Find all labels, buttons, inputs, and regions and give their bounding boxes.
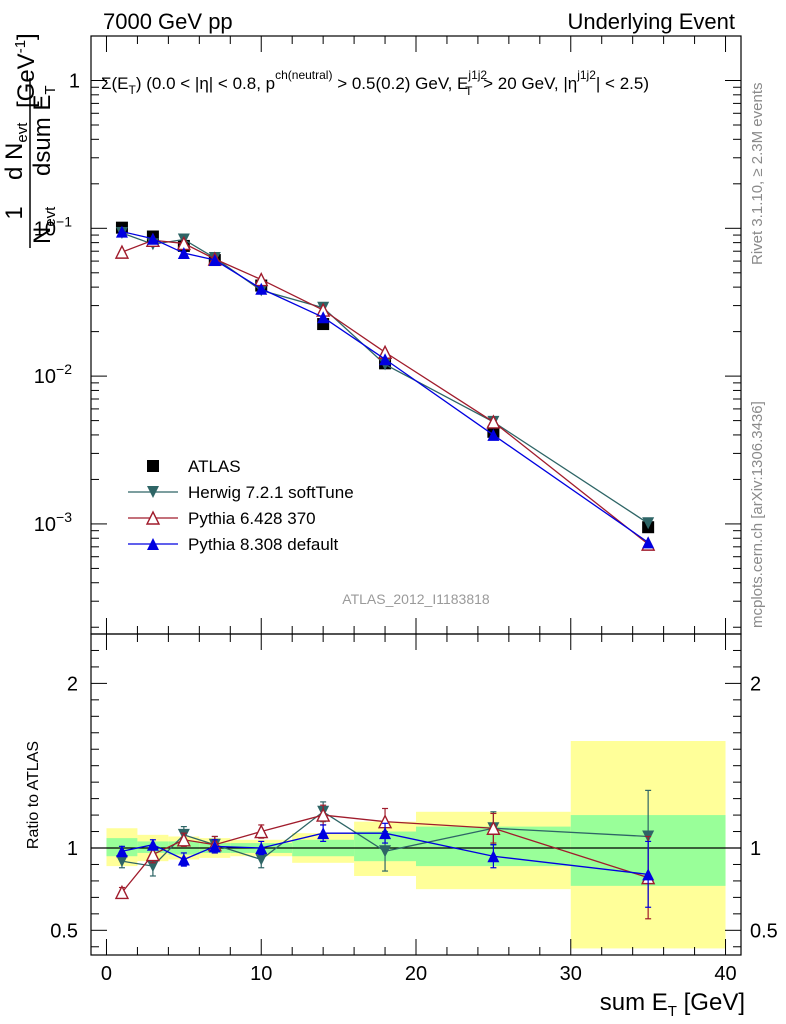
point-ratio-herwig-0: [115, 855, 128, 868]
ratio-panel-frame: [90, 633, 742, 956]
y-tick-label-0.01: 10−2: [34, 361, 72, 388]
ylabel-one: 1: [1, 206, 28, 219]
x-tick-label-10: 10: [250, 963, 272, 985]
x-tick-label-40: 40: [714, 963, 736, 985]
y-tick-label-bot-2: 2: [67, 673, 78, 695]
axes-ticks: 0 10 20 30 40 10−3 10−2 10−1 1 0.5 0.5 1 1 2 2: [34, 35, 778, 985]
point-top-pythia6-0: [114, 244, 130, 259]
x-label: sum ET [GeV]: [600, 989, 745, 1020]
ratio-panel-series: [114, 789, 656, 920]
x-tick-label-0: 0: [101, 963, 112, 985]
x-tick-label-20: 20: [405, 963, 427, 985]
point-top-pythia8-6: [379, 353, 392, 366]
point-ratio-pythia8-8: [642, 868, 655, 881]
y-label-bottom: Ratio to ATLAS: [25, 741, 42, 849]
point-top-pythia8-3: [208, 254, 221, 267]
legend-marker-pythia6: [145, 510, 161, 525]
point-ratio-pythia6-4: [254, 823, 269, 839]
ylabel-dn: d Nevt: [1, 122, 31, 180]
y-tick-label-0.1: 10−1: [34, 213, 72, 240]
point-ratio-pythia8-1: [146, 838, 159, 851]
y-tick-label-bot-0.5: 0.5: [50, 920, 78, 942]
analysis-watermark: ATLAS_2012_I1183818: [342, 591, 490, 607]
point-ratio-pythia8-3: [208, 840, 221, 853]
side-rivet: Rivet 3.1.10, ≥ 2.3M events: [749, 83, 766, 266]
y-label-top: 1 Nevt d Nevt dsum ET [GeV-1]: [1, 33, 59, 248]
y-tick-label-bot-right-1: 1: [750, 838, 761, 860]
point-ratio-pythia8-0: [115, 845, 128, 858]
point-ratio-pythia8-7: [487, 850, 500, 863]
ylabel-n: Nevt: [29, 206, 59, 244]
side-mcplots: mcplots.cern.ch [arXiv:1306.3436]: [749, 401, 766, 628]
legend-marker-herwig: [147, 486, 159, 498]
ylabel-dsum: dsum ET: [29, 85, 59, 176]
legend-label-pythia8: Pythia 8.308 default: [188, 535, 339, 554]
x-tick-label-30: 30: [560, 963, 582, 985]
header-left: 7000 GeV pp: [103, 9, 233, 34]
line-top-herwig: [121, 232, 649, 524]
cuts-text: Σ(ET) (0.0 < |η| < 0.8, pch(neutral) > 0…: [101, 68, 649, 98]
point-top-pythia8-0: [115, 225, 128, 238]
point-ratio-pythia8-2: [177, 853, 190, 866]
point-ratio-herwig-6: [379, 845, 392, 858]
point-top-pythia8-7: [487, 428, 500, 441]
point-top-herwig-8: [642, 517, 655, 530]
legend: ATLAS Herwig 7.2.1 softTune Pythia 6.428 3…: [128, 457, 354, 554]
point-top-pythia8-5: [317, 311, 330, 324]
point-ratio-pythia8-5: [317, 827, 330, 840]
point-ratio-pythia6-2: [176, 832, 191, 847]
y-tick-label-bot-1: 1: [67, 838, 78, 860]
legend-marker-pythia8: [147, 538, 159, 550]
point-ratio-pythia6-0: [114, 884, 130, 900]
point-ratio-herwig-4: [255, 853, 268, 866]
point-ratio-pythia8-6: [379, 827, 392, 840]
legend-marker-atlas: [147, 460, 159, 472]
y-tick-label-0.001: 10−3: [34, 509, 72, 536]
legend-label-pythia6: Pythia 6.428 370: [188, 509, 316, 528]
y-tick-label-bot-right-0.5: 0.5: [750, 920, 778, 942]
point-top-pythia8-4: [255, 282, 268, 295]
point-top-pythia8-1: [146, 232, 159, 245]
y-tick-label-1: 1: [69, 70, 80, 92]
point-top-pythia6-7: [486, 414, 501, 429]
y-tick-label-bot-right-2: 2: [750, 673, 761, 695]
ylabel-unit: [GeV-1]: [12, 33, 40, 108]
point-ratio-pythia8-4: [255, 842, 268, 854]
point-top-pythia8-8: [642, 536, 655, 549]
header-right: Underlying Event: [567, 9, 735, 34]
legend-label-herwig: Herwig 7.2.1 softTune: [188, 483, 354, 502]
legend-label-atlas: ATLAS: [188, 457, 241, 476]
point-ratio-pythia6-7: [486, 820, 501, 835]
point-top-pythia8-2: [177, 247, 190, 260]
point-ratio-pythia6-5: [316, 807, 331, 822]
point-ratio-pythia6-1: [145, 847, 161, 862]
main-panel-series: [114, 221, 656, 551]
